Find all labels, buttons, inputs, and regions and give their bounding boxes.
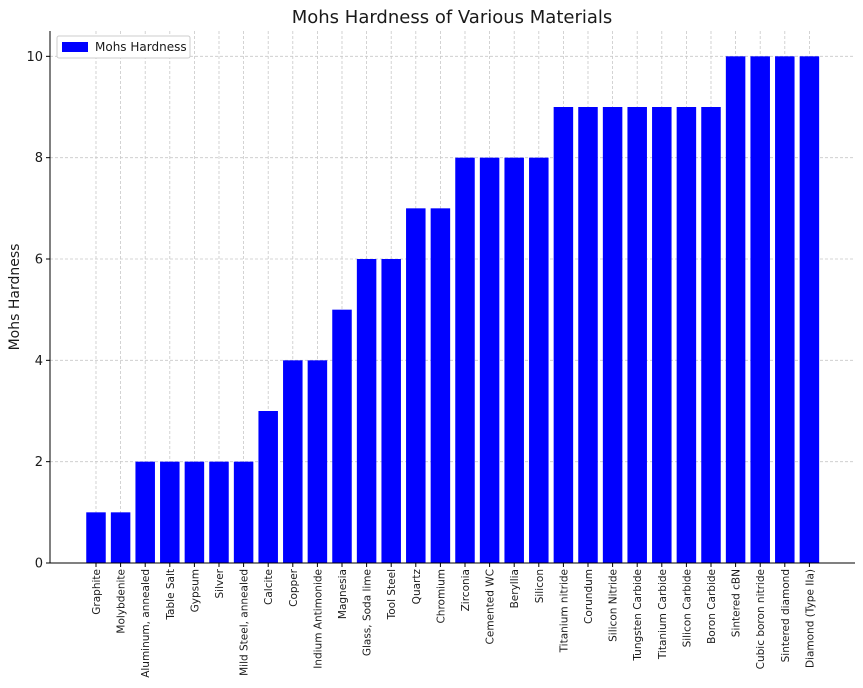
x-tick-label: Diamond (Type IIa) — [804, 569, 816, 668]
legend: Mohs Hardness — [56, 35, 191, 59]
y-tick-label: 2 — [35, 455, 43, 470]
x-tick-label: Boron Carbide — [706, 569, 718, 644]
x-tick-label: Quartz — [411, 569, 423, 605]
bar — [652, 107, 672, 563]
bar — [799, 56, 820, 563]
bar — [504, 157, 524, 563]
x-tick-label: Sintered cBN — [731, 569, 743, 637]
x-tick-label: Magnesia — [337, 569, 349, 619]
x-tick-label: Chromium — [435, 569, 447, 624]
x-tick-label: Zirconia — [460, 569, 472, 611]
y-tick-label: 0 — [35, 557, 43, 572]
bar — [233, 461, 254, 563]
bar — [627, 107, 647, 563]
bar — [381, 259, 401, 563]
bar — [356, 259, 377, 563]
y-tick-label: 8 — [35, 151, 43, 166]
bar — [479, 157, 500, 563]
bar — [258, 411, 278, 563]
x-tick-label: Gypsum — [189, 569, 201, 612]
legend-label: Mohs Hardness — [95, 40, 187, 54]
x-tick-label: Cemented WC — [485, 569, 497, 644]
x-tick-label: Indium Antimonide — [312, 569, 324, 669]
x-tick-label: Glass, Soda lime — [362, 569, 374, 656]
bar — [160, 461, 180, 563]
chart-title: Mohs Hardness of Various Materials — [292, 7, 613, 28]
bar — [529, 157, 549, 563]
y-axis-label: Mohs Hardness — [7, 244, 23, 351]
x-tick-label: Mild Steel, annealed — [239, 569, 251, 676]
x-tick-label: Beryllia — [509, 569, 521, 608]
x-tick-label: Tool Steel — [386, 569, 398, 620]
x-tick-label: Corundum — [583, 569, 595, 624]
bar — [86, 512, 106, 563]
legend-swatch — [62, 42, 88, 52]
bar — [110, 512, 131, 563]
axes-layer — [46, 31, 855, 567]
bar — [332, 309, 352, 563]
x-tick-label: Graphite — [91, 569, 103, 615]
bar — [553, 107, 574, 563]
x-tick-label: Calcite — [263, 569, 275, 605]
bar — [307, 360, 328, 563]
bar — [455, 157, 475, 563]
x-tick-label: Silicon Nitride — [608, 569, 620, 642]
bar — [578, 107, 598, 563]
x-tick-label: Tungsten Carbide — [632, 569, 644, 662]
bar — [725, 56, 746, 563]
bar — [135, 461, 155, 563]
bar — [701, 107, 721, 563]
x-tick-label: Silver — [214, 568, 226, 598]
y-tick-label: 4 — [35, 354, 43, 369]
bar — [750, 56, 770, 563]
x-tick-label: Table Salt — [165, 569, 177, 621]
bar — [676, 107, 697, 563]
y-tick-label: 10 — [26, 50, 43, 65]
x-tick-label: Titanium nitride — [558, 569, 570, 653]
bar — [209, 461, 229, 563]
x-tick-label: Molybdenite — [116, 569, 128, 634]
bar — [184, 461, 205, 563]
x-tick-label: Aluminum, annealed — [140, 569, 152, 678]
bar — [775, 56, 795, 563]
x-tick-labels: Graphite Molybdenite Aluminum, annealed Tab… — [91, 568, 816, 677]
bar — [430, 208, 451, 564]
x-tick-label: Sintered diamond — [780, 569, 792, 662]
x-tick-label: Silicon — [534, 569, 546, 603]
y-tick-label: 6 — [35, 253, 43, 268]
x-tick-label: Cubic boron nitride — [755, 569, 767, 669]
x-tick-label: Silicon Carbide — [681, 569, 693, 647]
bar — [283, 360, 303, 563]
x-tick-label: Titanium Carbide — [657, 569, 669, 660]
legend-box — [56, 35, 191, 59]
bar — [406, 208, 426, 564]
y-tick-labels: 0 2 4 6 8 10 — [26, 50, 43, 572]
x-tick-label: Copper — [288, 568, 300, 607]
bars-layer — [86, 56, 820, 564]
bar — [602, 107, 623, 563]
